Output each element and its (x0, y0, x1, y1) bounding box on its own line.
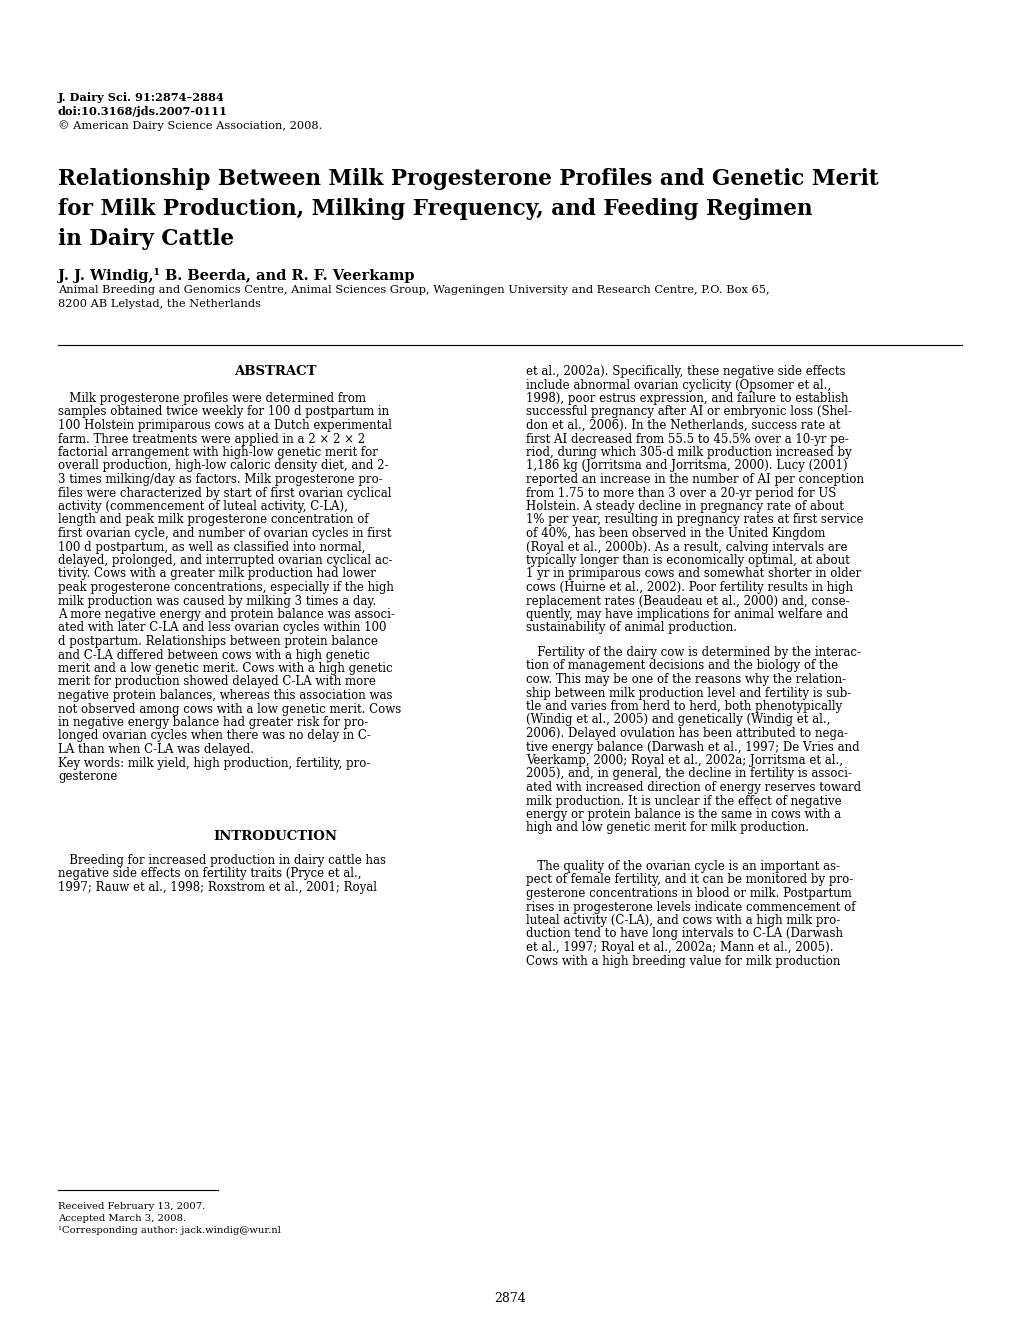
Text: 1% per year, resulting in pregnancy rates at first service: 1% per year, resulting in pregnancy rate… (526, 513, 863, 527)
Text: cows (Huirne et al., 2002). Poor fertility results in high: cows (Huirne et al., 2002). Poor fertili… (526, 581, 852, 594)
Text: gesterone: gesterone (58, 770, 117, 783)
Text: farm. Three treatments were applied in a 2 × 2 × 2: farm. Three treatments were applied in a… (58, 433, 365, 446)
Text: pect of female fertility, and it can be monitored by pro-: pect of female fertility, and it can be … (526, 874, 853, 887)
Text: 8200 AB Lelystad, the Netherlands: 8200 AB Lelystad, the Netherlands (58, 300, 261, 309)
Text: not observed among cows with a low genetic merit. Cows: not observed among cows with a low genet… (58, 702, 400, 715)
Text: Received February 13, 2007.: Received February 13, 2007. (58, 1203, 205, 1210)
Text: activity (commencement of luteal activity, C-LA),: activity (commencement of luteal activit… (58, 500, 347, 513)
Text: delayed, prolonged, and interrupted ovarian cyclical ac-: delayed, prolonged, and interrupted ovar… (58, 554, 392, 568)
Text: LA than when C-LA was delayed.: LA than when C-LA was delayed. (58, 743, 254, 756)
Text: et al., 2002a). Specifically, these negative side effects: et al., 2002a). Specifically, these nega… (526, 366, 845, 378)
Text: replacement rates (Beaudeau et al., 2000) and, conse-: replacement rates (Beaudeau et al., 2000… (526, 594, 849, 607)
Text: tion of management decisions and the biology of the: tion of management decisions and the bio… (526, 660, 838, 672)
Text: Veerkamp, 2000; Royal et al., 2002a; Jorritsma et al.,: Veerkamp, 2000; Royal et al., 2002a; Jor… (526, 754, 842, 767)
Text: energy or protein balance is the same in cows with a: energy or protein balance is the same in… (526, 808, 841, 821)
Text: negative protein balances, whereas this association was: negative protein balances, whereas this … (58, 689, 392, 702)
Text: 1,186 kg (Jorritsma and Jorritsma, 2000). Lucy (2001): 1,186 kg (Jorritsma and Jorritsma, 2000)… (526, 459, 847, 473)
Text: A more negative energy and protein balance was associ-: A more negative energy and protein balan… (58, 609, 394, 620)
Text: (Windig et al., 2005) and genetically (Windig et al.,: (Windig et al., 2005) and genetically (W… (526, 714, 829, 726)
Text: milk production. It is unclear if the effect of negative: milk production. It is unclear if the ef… (526, 795, 841, 808)
Text: 3 times milking/day as factors. Milk progesterone pro-: 3 times milking/day as factors. Milk pro… (58, 473, 382, 486)
Text: include abnormal ovarian cyclicity (Opsomer et al.,: include abnormal ovarian cyclicity (Opso… (526, 379, 830, 392)
Text: © American Dairy Science Association, 2008.: © American Dairy Science Association, 20… (58, 120, 322, 131)
Text: INTRODUCTION: INTRODUCTION (213, 830, 336, 843)
Text: overall production, high-low caloric density diet, and 2-: overall production, high-low caloric den… (58, 459, 388, 473)
Text: 2006). Delayed ovulation has been attributed to nega-: 2006). Delayed ovulation has been attrib… (526, 727, 847, 741)
Text: doi:10.3168/jds.2007-0111: doi:10.3168/jds.2007-0111 (58, 106, 228, 117)
Text: ship between milk production level and fertility is sub-: ship between milk production level and f… (526, 686, 851, 700)
Text: factorial arrangement with high-low genetic merit for: factorial arrangement with high-low gene… (58, 446, 377, 459)
Text: 1 yr in primiparous cows and somewhat shorter in older: 1 yr in primiparous cows and somewhat sh… (526, 568, 860, 581)
Text: first ovarian cycle, and number of ovarian cycles in first: first ovarian cycle, and number of ovari… (58, 527, 391, 540)
Text: from 1.75 to more than 3 over a 20-yr period for US: from 1.75 to more than 3 over a 20-yr pe… (526, 487, 836, 499)
Text: typically longer than is economically optimal, at about: typically longer than is economically op… (526, 554, 849, 568)
Text: rises in progesterone levels indicate commencement of: rises in progesterone levels indicate co… (526, 900, 855, 913)
Text: luteal activity (C-LA), and cows with a high milk pro-: luteal activity (C-LA), and cows with a … (526, 913, 840, 927)
Text: tivity. Cows with a greater milk production had lower: tivity. Cows with a greater milk product… (58, 568, 376, 581)
Text: first AI decreased from 55.5 to 45.5% over a 10-yr pe-: first AI decreased from 55.5 to 45.5% ov… (526, 433, 848, 446)
Text: high and low genetic merit for milk production.: high and low genetic merit for milk prod… (526, 821, 808, 834)
Text: (Royal et al., 2000b). As a result, calving intervals are: (Royal et al., 2000b). As a result, calv… (526, 540, 847, 553)
Text: for Milk Production, Milking Frequency, and Feeding Regimen: for Milk Production, Milking Frequency, … (58, 198, 812, 220)
Text: ABSTRACT: ABSTRACT (233, 366, 316, 378)
Text: 2005), and, in general, the decline in fertility is associ-: 2005), and, in general, the decline in f… (526, 767, 851, 780)
Text: gesterone concentrations in blood or milk. Postpartum: gesterone concentrations in blood or mil… (526, 887, 851, 900)
Text: files were characterized by start of first ovarian cyclical: files were characterized by start of fir… (58, 487, 391, 499)
Text: don et al., 2006). In the Netherlands, success rate at: don et al., 2006). In the Netherlands, s… (526, 418, 840, 432)
Text: in negative energy balance had greater risk for pro-: in negative energy balance had greater r… (58, 715, 368, 729)
Text: ated with later C-LA and less ovarian cycles within 100: ated with later C-LA and less ovarian cy… (58, 622, 386, 635)
Text: tive energy balance (Darwash et al., 1997; De Vries and: tive energy balance (Darwash et al., 199… (526, 741, 859, 754)
Text: in Dairy Cattle: in Dairy Cattle (58, 228, 233, 249)
Text: tle and varies from herd to herd, both phenotypically: tle and varies from herd to herd, both p… (526, 700, 842, 713)
Text: ¹Corresponding author: jack.windig@wur.nl: ¹Corresponding author: jack.windig@wur.n… (58, 1226, 280, 1236)
Text: cow. This may be one of the reasons why the relation-: cow. This may be one of the reasons why … (526, 673, 846, 686)
Text: negative side effects on fertility traits (Pryce et al.,: negative side effects on fertility trait… (58, 867, 361, 880)
Text: duction tend to have long intervals to C-LA (Darwash: duction tend to have long intervals to C… (526, 928, 842, 940)
Text: longed ovarian cycles when there was no delay in C-: longed ovarian cycles when there was no … (58, 730, 371, 742)
Text: 100 Holstein primiparous cows at a Dutch experimental: 100 Holstein primiparous cows at a Dutch… (58, 418, 391, 432)
Text: 2874: 2874 (493, 1292, 526, 1305)
Text: 100 d postpartum, as well as classified into normal,: 100 d postpartum, as well as classified … (58, 540, 365, 553)
Text: length and peak milk progesterone concentration of: length and peak milk progesterone concen… (58, 513, 368, 527)
Text: Cows with a high breeding value for milk production: Cows with a high breeding value for milk… (526, 954, 840, 968)
Text: sustainability of animal production.: sustainability of animal production. (526, 622, 737, 635)
Text: merit and a low genetic merit. Cows with a high genetic: merit and a low genetic merit. Cows with… (58, 663, 392, 675)
Text: et al., 1997; Royal et al., 2002a; Mann et al., 2005).: et al., 1997; Royal et al., 2002a; Mann … (526, 941, 833, 954)
Text: Key words: milk yield, high production, fertility, pro-: Key words: milk yield, high production, … (58, 756, 370, 770)
Text: 1998), poor estrus expression, and failure to establish: 1998), poor estrus expression, and failu… (526, 392, 848, 405)
Text: d postpartum. Relationships between protein balance: d postpartum. Relationships between prot… (58, 635, 377, 648)
Text: reported an increase in the number of AI per conception: reported an increase in the number of AI… (526, 473, 863, 486)
Text: Animal Breeding and Genomics Centre, Animal Sciences Group, Wageningen Universit: Animal Breeding and Genomics Centre, Ani… (58, 285, 769, 294)
Text: Milk progesterone profiles were determined from: Milk progesterone profiles were determin… (58, 392, 366, 405)
Text: successful pregnancy after AI or embryonic loss (Shel-: successful pregnancy after AI or embryon… (526, 405, 851, 418)
Text: quently, may have implications for animal welfare and: quently, may have implications for anima… (526, 609, 848, 620)
Text: Fertility of the dairy cow is determined by the interac-: Fertility of the dairy cow is determined… (526, 645, 860, 659)
Text: and C-LA differed between cows with a high genetic: and C-LA differed between cows with a hi… (58, 648, 370, 661)
Text: Breeding for increased production in dairy cattle has: Breeding for increased production in dai… (58, 854, 385, 867)
Text: ated with increased direction of energy reserves toward: ated with increased direction of energy … (526, 781, 860, 795)
Text: 1997; Rauw et al., 1998; Roxstrom et al., 2001; Royal: 1997; Rauw et al., 1998; Roxstrom et al.… (58, 880, 377, 894)
Text: merit for production showed delayed C-LA with more: merit for production showed delayed C-LA… (58, 676, 376, 689)
Text: J. Dairy Sci. 91:2874–2884: J. Dairy Sci. 91:2874–2884 (58, 92, 224, 103)
Text: Relationship Between Milk Progesterone Profiles and Genetic Merit: Relationship Between Milk Progesterone P… (58, 168, 877, 190)
Text: of 40%, has been observed in the United Kingdom: of 40%, has been observed in the United … (526, 527, 824, 540)
Text: riod, during which 305-d milk production increased by: riod, during which 305-d milk production… (526, 446, 851, 459)
Text: Accepted March 3, 2008.: Accepted March 3, 2008. (58, 1214, 185, 1224)
Text: milk production was caused by milking 3 times a day.: milk production was caused by milking 3 … (58, 594, 376, 607)
Text: J. J. Windig,¹ B. Beerda, and R. F. Veerkamp: J. J. Windig,¹ B. Beerda, and R. F. Veer… (58, 268, 414, 282)
Text: peak progesterone concentrations, especially if the high: peak progesterone concentrations, especi… (58, 581, 393, 594)
Text: samples obtained twice weekly for 100 d postpartum in: samples obtained twice weekly for 100 d … (58, 405, 388, 418)
Text: Holstein. A steady decline in pregnancy rate of about: Holstein. A steady decline in pregnancy … (526, 500, 843, 513)
Text: The quality of the ovarian cycle is an important as-: The quality of the ovarian cycle is an i… (526, 861, 840, 873)
